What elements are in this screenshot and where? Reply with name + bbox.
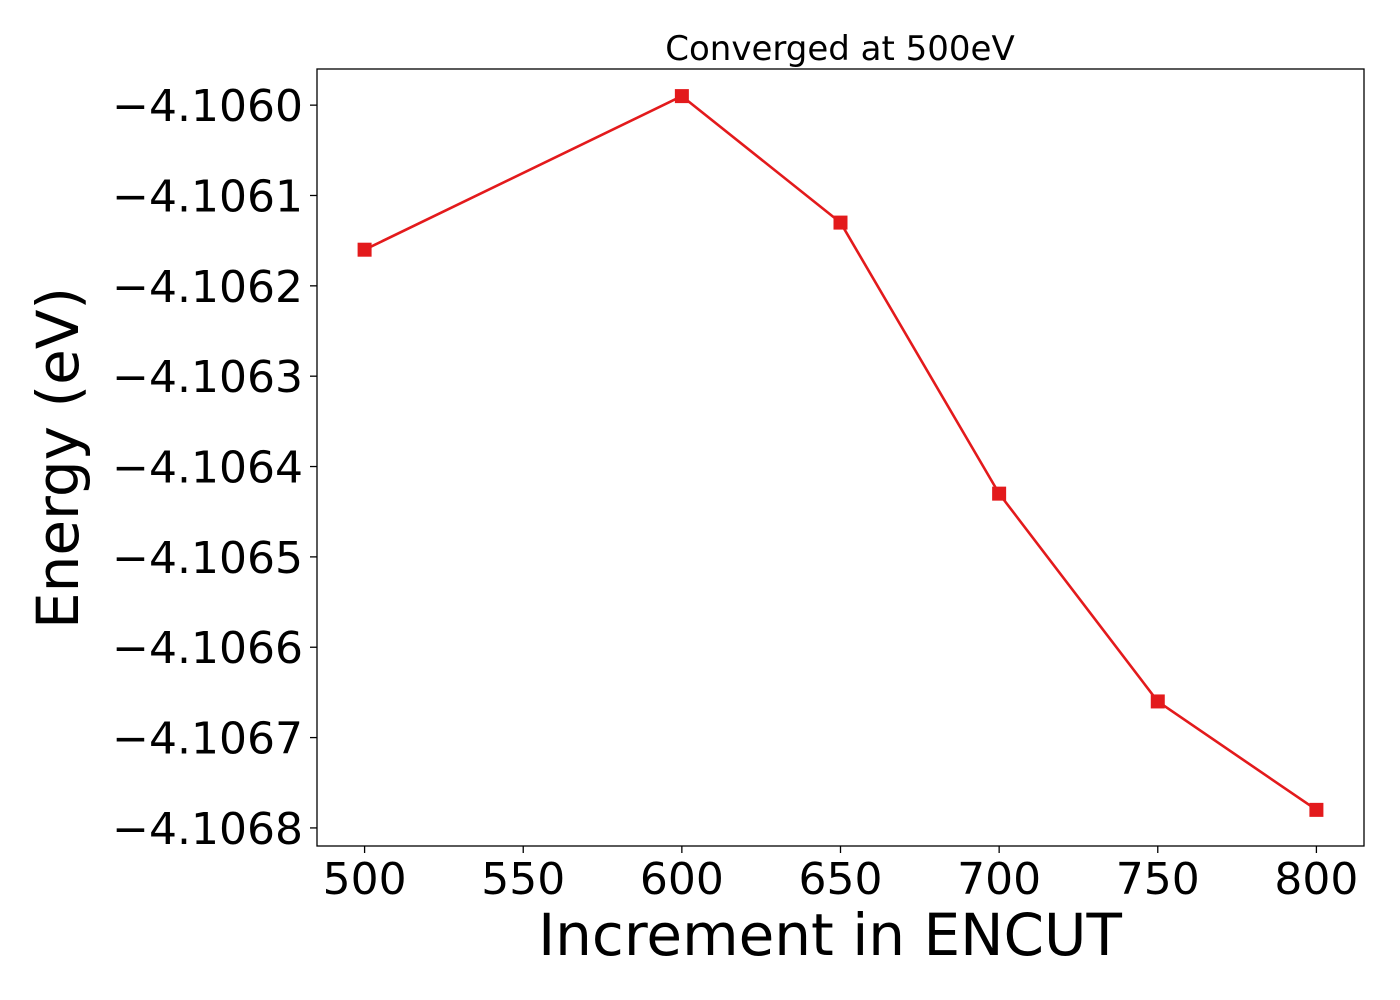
plot-area xyxy=(357,89,1324,817)
chart-title: Converged at 500eV xyxy=(665,29,1014,69)
x-axis-label: Increment in ENCUT xyxy=(538,901,1122,969)
x-tick-label: 550 xyxy=(481,854,565,905)
x-tick-label: 500 xyxy=(323,854,407,905)
y-tick-label: −4.1066 xyxy=(112,623,303,674)
data-point-marker xyxy=(833,215,848,230)
data-point-marker xyxy=(1150,694,1165,709)
y-tick-label: −4.1060 xyxy=(112,81,303,132)
y-tick-label: −4.1068 xyxy=(112,804,303,855)
y-axis-label: Energy (eV) xyxy=(24,287,92,629)
x-tick-label: 750 xyxy=(1116,854,1200,905)
x-tick-label: 800 xyxy=(1274,854,1358,905)
y-axis: −4.1060 −4.1061 −4.1062 −4.1063 −4.1064 −4.10… xyxy=(112,81,317,855)
data-point-marker xyxy=(992,486,1007,501)
series-line xyxy=(364,94,1318,811)
data-point-marker xyxy=(674,89,689,104)
data-point-marker xyxy=(1309,802,1324,817)
y-tick-label: −4.1065 xyxy=(112,533,303,584)
x-tick-label: 650 xyxy=(799,854,883,905)
y-tick-label: −4.1062 xyxy=(112,262,303,313)
x-axis: 500 550 600 650 700 750 800 xyxy=(323,846,1358,905)
data-point-marker xyxy=(357,242,372,257)
y-tick-label: −4.1063 xyxy=(112,352,303,403)
y-tick-label: −4.1067 xyxy=(112,714,303,765)
x-tick-label: 700 xyxy=(957,854,1041,905)
x-tick-label: 600 xyxy=(640,854,724,905)
y-tick-label: −4.1064 xyxy=(112,443,303,494)
y-tick-label: −4.1061 xyxy=(112,171,303,222)
